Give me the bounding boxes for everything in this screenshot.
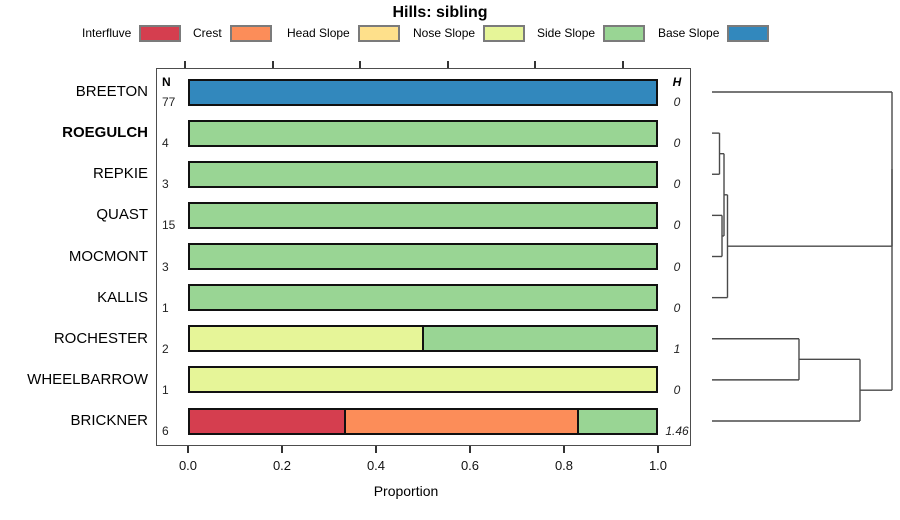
x-axis-tick-label: 0.4: [366, 458, 386, 473]
legend-label: Base Slope: [658, 26, 720, 40]
legend-swatch: [229, 24, 272, 42]
x-axis-tick: [469, 446, 471, 453]
legend-swatch: [727, 24, 770, 42]
top-axis-tick: [184, 61, 186, 68]
n-value: 1: [162, 382, 169, 397]
h-value: 0: [673, 95, 681, 109]
top-axis-tick: [272, 61, 274, 68]
h-value: 1: [673, 341, 681, 356]
x-axis-tick-label: 0.0: [178, 458, 198, 473]
h-value: 0: [673, 136, 681, 151]
plot-frame: [156, 68, 691, 446]
n-value: 3: [162, 177, 169, 192]
row-label: ROCHESTER: [53, 329, 148, 347]
n-value: 15: [162, 218, 176, 233]
h-value: 0: [673, 177, 681, 192]
x-axis-tick: [657, 446, 659, 453]
h-column-header: H: [672, 75, 682, 89]
bar: [188, 407, 658, 435]
legend-item: Head Slope: [287, 24, 400, 42]
legend-label: Side Slope: [537, 26, 596, 40]
x-axis-tick-label: 0.8: [554, 458, 574, 473]
bar: [188, 325, 658, 353]
h-value: 0: [673, 218, 681, 233]
row-label: ROEGULCH: [62, 124, 148, 142]
bar-segment: [190, 80, 656, 104]
x-axis-tick: [187, 446, 189, 453]
bar-segment: [190, 121, 656, 145]
top-axis-tick: [447, 61, 449, 68]
top-axis-tick: [359, 61, 361, 68]
legend-label: Head Slope: [287, 26, 350, 40]
row-label: WHEELBARROW: [27, 370, 148, 388]
row-label: KALLIS: [97, 288, 148, 306]
row-label: REPKIE: [92, 165, 148, 183]
x-axis-tick: [375, 446, 377, 453]
h-value: 0: [673, 382, 681, 397]
legend-swatch: [483, 24, 526, 42]
bar: [188, 201, 658, 229]
legend-item: Interfluve: [82, 24, 182, 42]
x-axis-tick-label: 0.6: [460, 458, 480, 473]
legend-swatch: [357, 24, 400, 42]
bar-segment: [424, 327, 656, 351]
n-value: 1: [162, 300, 169, 315]
n-value: 2: [162, 341, 169, 356]
bar: [188, 243, 658, 270]
bar: [188, 366, 658, 394]
h-value: 1.46: [665, 424, 689, 438]
x-axis-tick-label: 1.0: [648, 458, 668, 473]
bar-segment: [190, 368, 656, 392]
bar: [188, 119, 658, 147]
top-axis-tick: [622, 61, 624, 68]
x-axis-tick: [281, 446, 283, 453]
legend-item: Base Slope: [658, 24, 770, 42]
bar-segment: [190, 327, 424, 351]
n-column-header: N: [162, 75, 171, 89]
top-axis-tick: [534, 61, 536, 68]
h-value: 0: [673, 300, 681, 315]
x-axis-tick: [563, 446, 565, 453]
bar-segment: [190, 286, 656, 310]
chart-title: Hills: sibling: [392, 4, 488, 21]
h-value: 0: [673, 259, 681, 274]
x-axis-tick-label: 0.2: [272, 458, 292, 473]
legend-swatch: [603, 24, 646, 42]
bar-segment: [190, 245, 656, 268]
row-label: QUAST: [96, 206, 148, 224]
legend-label: Interfluve: [82, 26, 132, 40]
n-value: 4: [162, 136, 169, 151]
n-value: 77: [162, 95, 176, 109]
row-label: BRICKNER: [70, 412, 148, 429]
x-axis-label: Proportion: [373, 483, 439, 499]
legend-item: Nose Slope: [413, 24, 526, 42]
bar: [188, 284, 658, 312]
n-value: 3: [162, 259, 169, 274]
bar: [188, 78, 658, 106]
bar-segment: [190, 162, 656, 186]
bar: [188, 160, 658, 188]
bar-segment: [578, 409, 656, 433]
bar-segment: [190, 409, 346, 433]
legend-label: Crest: [193, 26, 222, 40]
legend-swatch: [139, 24, 182, 42]
bar-segment: [190, 203, 656, 227]
legend-item: Side Slope: [537, 24, 646, 42]
legend: Interfluve Crest Head Slope Nose Slope Side …: [0, 24, 900, 44]
bar-segment: [345, 409, 579, 433]
row-label: MOCMONT: [68, 247, 148, 265]
legend-label: Nose Slope: [413, 26, 476, 40]
legend-item: Crest: [193, 24, 272, 42]
row-label: BREETON: [75, 83, 148, 100]
n-value: 6: [162, 424, 169, 438]
